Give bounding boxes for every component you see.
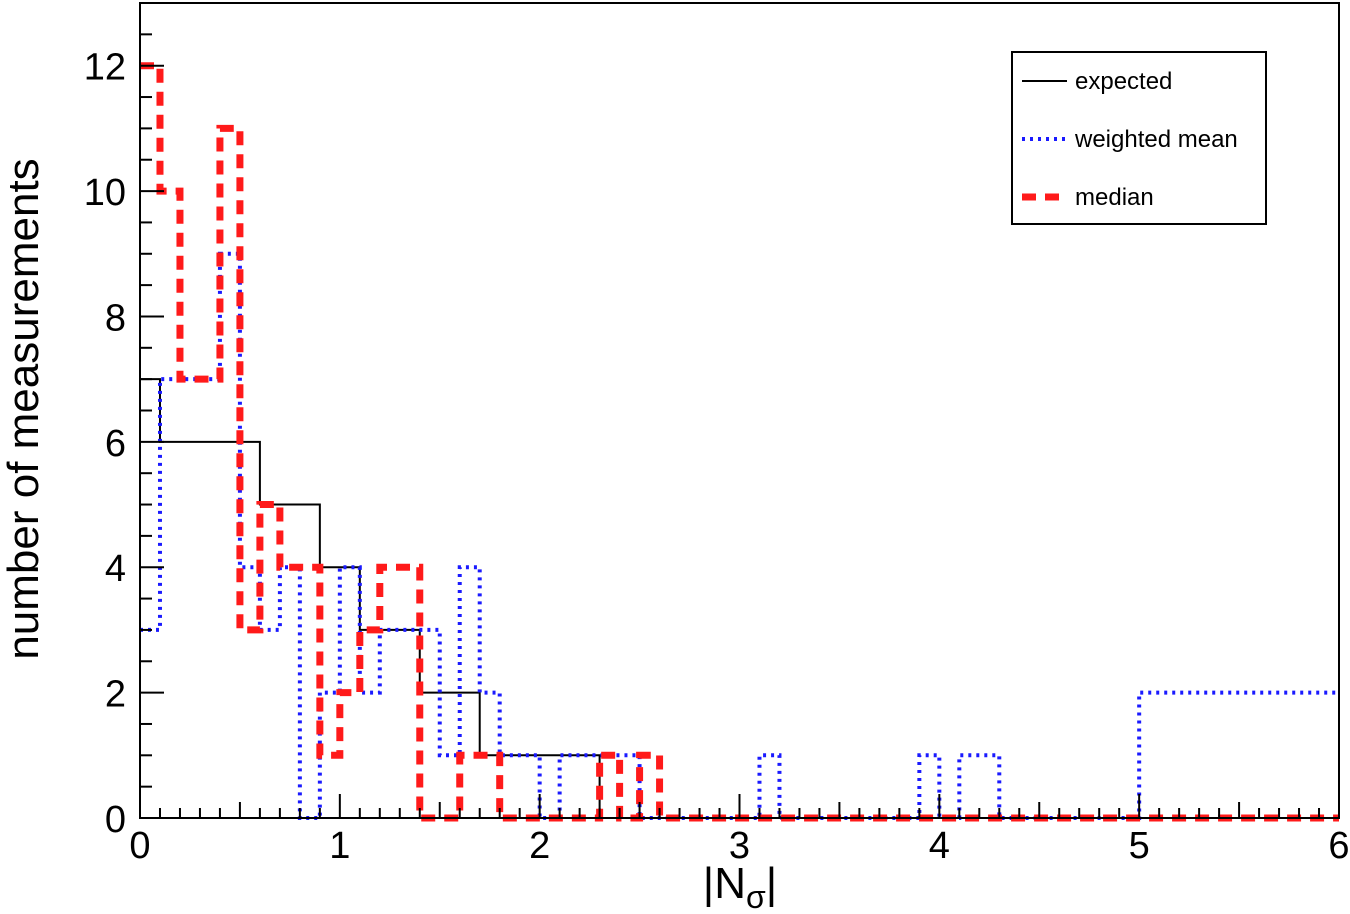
legend: expected weighted mean median [1011,51,1267,225]
y-tick-label: 8 [105,297,126,339]
x-tick-label: 6 [1328,825,1349,867]
x-axis-title-suffix: | [766,859,777,908]
y-tick-label: 0 [105,799,126,841]
x-tick-label: 1 [329,825,350,867]
y-tick-label: 10 [84,172,126,214]
y-axis-title: number of measurements [0,158,48,659]
x-tick-label: 3 [729,825,750,867]
x-axis-title-subscript: σ [746,879,766,914]
y-tick-label: 6 [105,423,126,465]
legend-label-weighted-mean: weighted mean [1074,126,1238,153]
series-line-weighted-mean [140,251,1339,820]
x-axis-title: |Nσ| [703,859,777,914]
x-tick-label: 4 [929,825,950,867]
legend-label-median: median [1075,184,1154,211]
y-tick-label: 4 [105,548,126,590]
series-line-median [140,62,1339,822]
x-axis-title-main: |N [703,859,746,908]
series-line-expected [140,378,1339,819]
x-tick-label: 0 [129,825,150,867]
x-tick-label: 5 [1129,825,1150,867]
legend-label-expected: expected [1075,68,1172,95]
x-tick-label: 2 [529,825,550,867]
y-tick-label: 2 [105,674,126,716]
y-tick-label: 12 [84,47,126,89]
series-layer [140,62,1339,822]
